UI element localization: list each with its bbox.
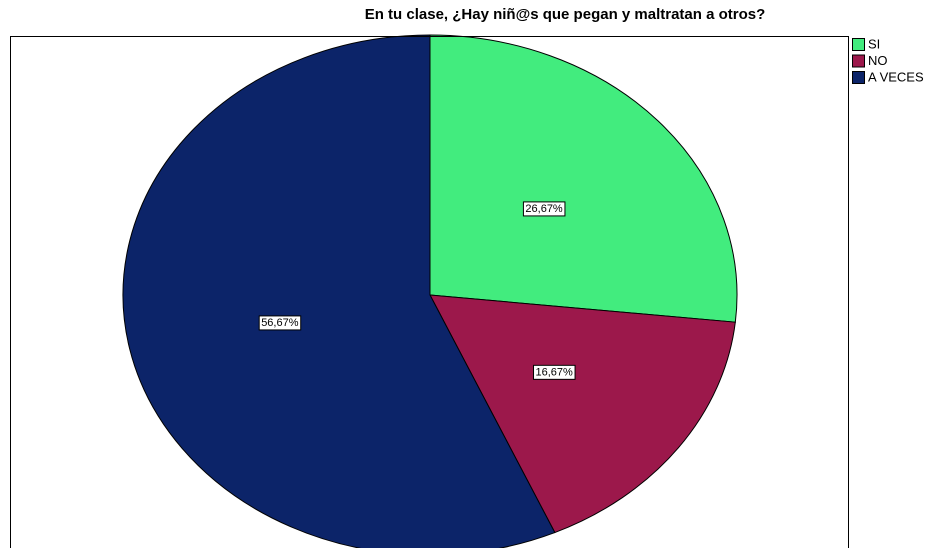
data-label-text: 56,67%	[261, 317, 299, 329]
data-label-box	[258, 315, 302, 331]
legend-swatch	[852, 38, 865, 51]
legend-label: A VECES	[868, 69, 924, 84]
legend-label: SI	[868, 36, 880, 51]
plot-area: 26,67% 16,67% 56,67%	[122, 34, 738, 548]
pie-slice	[429, 34, 738, 323]
legend-swatch	[852, 54, 865, 68]
plot-frame	[10, 36, 849, 548]
legend-swatch	[852, 71, 865, 84]
data-label: 56,67%	[258, 315, 302, 331]
data-label: 26,67%	[522, 201, 566, 217]
data-label-text: 26,67%	[525, 203, 563, 215]
pie-slice	[429, 294, 736, 534]
data-label-box	[533, 364, 576, 380]
legend-label: NO	[868, 53, 888, 68]
data-label-box	[522, 201, 566, 217]
data-label: 16,67%	[533, 364, 576, 380]
pie-slice	[122, 34, 556, 548]
legend: SI NOA VECES	[852, 36, 924, 84]
chart-title: En tu clase, ¿Hay niñ@s que pegan y malt…	[365, 6, 766, 23]
data-label-text: 16,67%	[536, 366, 574, 378]
